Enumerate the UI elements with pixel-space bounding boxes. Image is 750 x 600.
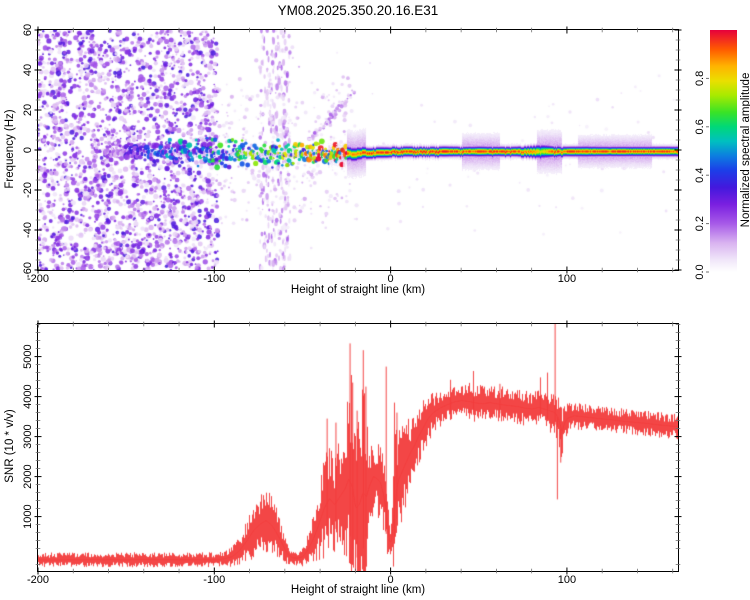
bottom-yaxis-label: SNR (10 * v/v) bbox=[4, 409, 16, 483]
top-yaxis-label: Frequency (Hz) bbox=[4, 109, 16, 189]
bottom-xaxis-label: Height of straight line (km) bbox=[290, 584, 426, 596]
y-tick-label: 2000 bbox=[22, 464, 34, 488]
y-tick-label: -20 bbox=[22, 182, 34, 198]
y-tick-label: -60 bbox=[22, 262, 34, 278]
spectrogram-canvas bbox=[38, 30, 678, 270]
colorbar-gradient bbox=[710, 30, 737, 272]
figure-title: YM08.2025.350.20.16.E31 bbox=[277, 3, 439, 18]
y-tick-label: 5000 bbox=[22, 344, 34, 368]
colorbar-label: Normalized spectral amplitude bbox=[740, 72, 750, 228]
colorbar-tick-label: 0.2 bbox=[694, 216, 706, 231]
top-xaxis-label: Height of straight line (km) bbox=[290, 284, 426, 296]
y-tick-label: 40 bbox=[22, 64, 34, 76]
colorbar-tick-label: 0.6 bbox=[694, 119, 706, 134]
snr-trace-canvas bbox=[38, 324, 678, 571]
colorbar-tick-label: 0.8 bbox=[694, 71, 706, 86]
colorbar-tick-label: 0.0 bbox=[694, 264, 706, 279]
colorbar-tick-label: 0.4 bbox=[694, 168, 706, 183]
y-tick-label: -40 bbox=[22, 222, 34, 238]
y-tick-label: 20 bbox=[22, 104, 34, 116]
y-tick-label: 3000 bbox=[22, 424, 34, 448]
y-tick-label: 1000 bbox=[22, 504, 34, 528]
y-tick-label: 0 bbox=[22, 147, 34, 153]
y-tick-label: 4000 bbox=[22, 384, 34, 408]
y-tick-label: 60 bbox=[22, 24, 34, 36]
